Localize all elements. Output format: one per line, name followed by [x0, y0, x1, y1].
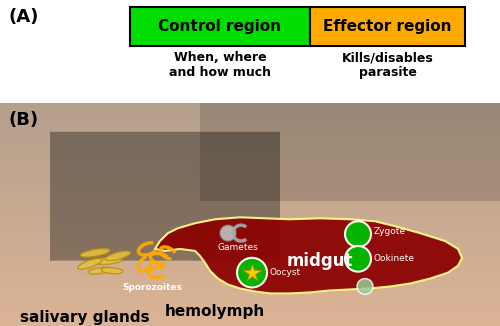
- Text: (A): (A): [8, 8, 38, 26]
- Circle shape: [357, 279, 373, 294]
- Ellipse shape: [80, 249, 110, 257]
- Ellipse shape: [106, 251, 130, 260]
- Bar: [130, 7, 310, 46]
- Text: Ookinete: Ookinete: [374, 254, 415, 263]
- Text: Kills/disables
parasite: Kills/disables parasite: [342, 51, 434, 79]
- Circle shape: [220, 225, 236, 241]
- Circle shape: [237, 258, 267, 288]
- Ellipse shape: [94, 257, 122, 264]
- Text: salivary glands: salivary glands: [20, 310, 150, 325]
- Circle shape: [345, 221, 371, 247]
- Ellipse shape: [101, 268, 123, 274]
- Text: Oocyst: Oocyst: [269, 268, 300, 277]
- Text: Gametes: Gametes: [218, 243, 258, 252]
- Ellipse shape: [88, 267, 112, 274]
- Circle shape: [345, 246, 371, 272]
- Text: Zygote: Zygote: [374, 227, 406, 236]
- Text: midgut: midgut: [287, 252, 353, 270]
- Ellipse shape: [78, 258, 102, 269]
- Text: When, where
and how much: When, where and how much: [169, 51, 271, 79]
- Text: Sporozoites: Sporozoites: [122, 283, 182, 291]
- Text: Control region: Control region: [158, 19, 282, 34]
- Text: Effector region: Effector region: [323, 19, 452, 34]
- Text: (B): (B): [8, 111, 38, 128]
- Polygon shape: [155, 217, 462, 293]
- Text: hemolymph: hemolymph: [165, 304, 265, 319]
- Bar: [310, 7, 465, 46]
